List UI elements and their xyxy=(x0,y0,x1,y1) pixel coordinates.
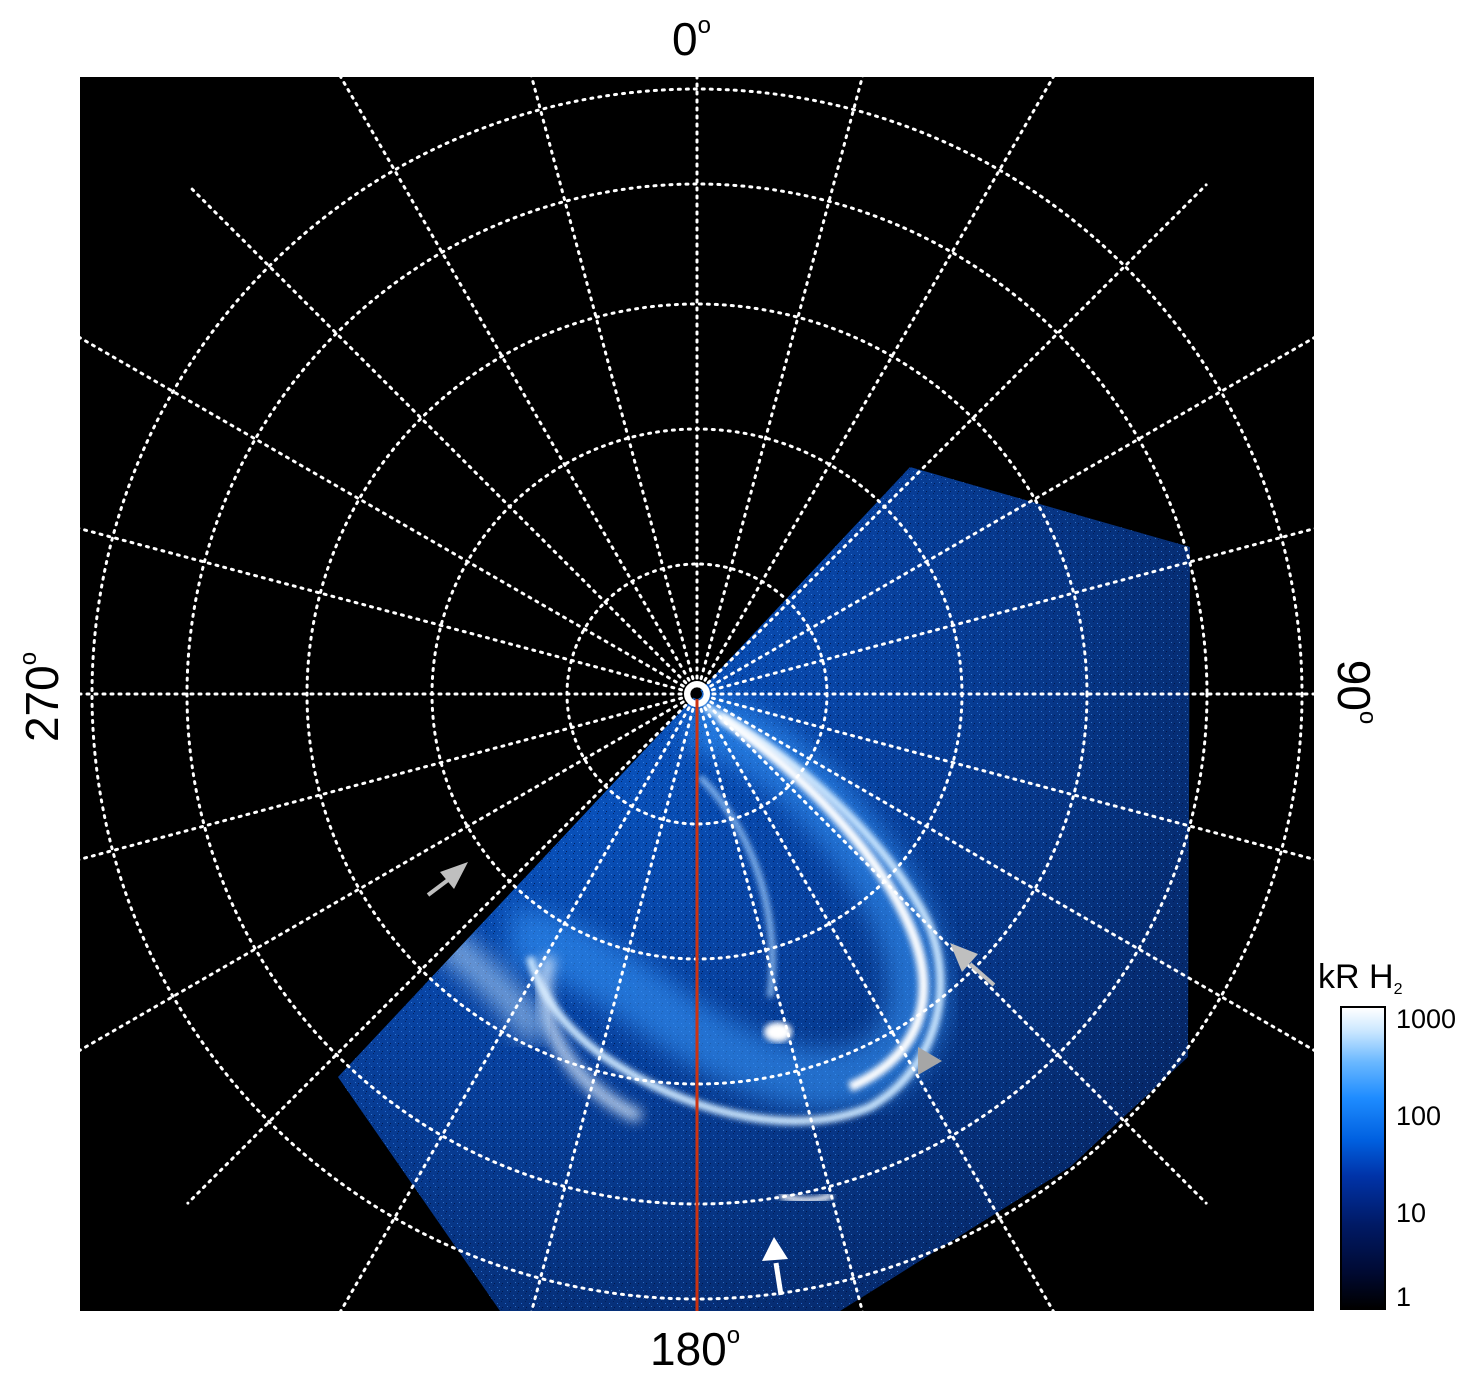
secondary-arc xyxy=(697,774,776,998)
meridian-line-165 xyxy=(695,692,864,1311)
meridian-line-300 xyxy=(80,336,699,696)
longitude-label-180: 180o xyxy=(650,1322,741,1375)
meridian-line-60 xyxy=(695,336,1314,696)
colorbar-tick-1000: 1000 xyxy=(1396,1004,1457,1034)
meridian-line-150 xyxy=(695,692,1055,1311)
bright-spot xyxy=(764,1022,792,1042)
meridian-line-345 xyxy=(530,77,699,696)
colorbar xyxy=(1340,1006,1386,1310)
latitude-circle-5 xyxy=(90,87,1304,1301)
polar-projection xyxy=(80,77,1314,1311)
gray-arrow-left xyxy=(426,862,468,897)
colorbar-tick-10: 10 xyxy=(1396,1198,1427,1228)
latitude-circle-3 xyxy=(305,302,1089,1086)
meridian-line-45 xyxy=(695,183,1208,696)
polar-aurora-image xyxy=(80,77,1314,1311)
meridian-line-330 xyxy=(339,77,699,696)
longitude-label-0: 0o xyxy=(672,12,711,65)
meridian-line-315 xyxy=(186,183,699,696)
meridian-line-120 xyxy=(695,692,1314,1052)
meridian-line-195 xyxy=(530,692,699,1311)
meridian-line-105 xyxy=(695,692,1314,861)
longitude-label-90: 90o xyxy=(1328,659,1381,725)
main-oval-bright xyxy=(717,712,929,1092)
gray-arrowhead-right-lower xyxy=(918,1047,942,1075)
colorbar-tick-1: 1 xyxy=(1396,1282,1412,1312)
meridian-line-30 xyxy=(695,77,1055,696)
pole-center xyxy=(692,689,702,699)
meridian-line-135 xyxy=(695,692,1208,1205)
meridian-line-255 xyxy=(80,692,699,861)
colorbar-title: kR H2 xyxy=(1318,958,1403,998)
meridian-line-15 xyxy=(695,77,864,696)
white-arrow-bottom xyxy=(762,1237,788,1296)
meridian-line-285 xyxy=(80,527,699,696)
main-oval-outer xyxy=(526,703,945,1126)
meridian-line-240 xyxy=(80,692,699,1052)
meridian-line-225 xyxy=(186,692,699,1205)
aurora-emission xyxy=(338,467,1190,1311)
left-arc xyxy=(538,955,643,1123)
meridian-line-75 xyxy=(695,527,1314,696)
colorbar-tick-100: 100 xyxy=(1396,1101,1442,1131)
gray-arrow-right-upper xyxy=(950,943,996,987)
meridian-line-210 xyxy=(339,692,699,1311)
longitude-label-270: 270o xyxy=(15,651,68,743)
